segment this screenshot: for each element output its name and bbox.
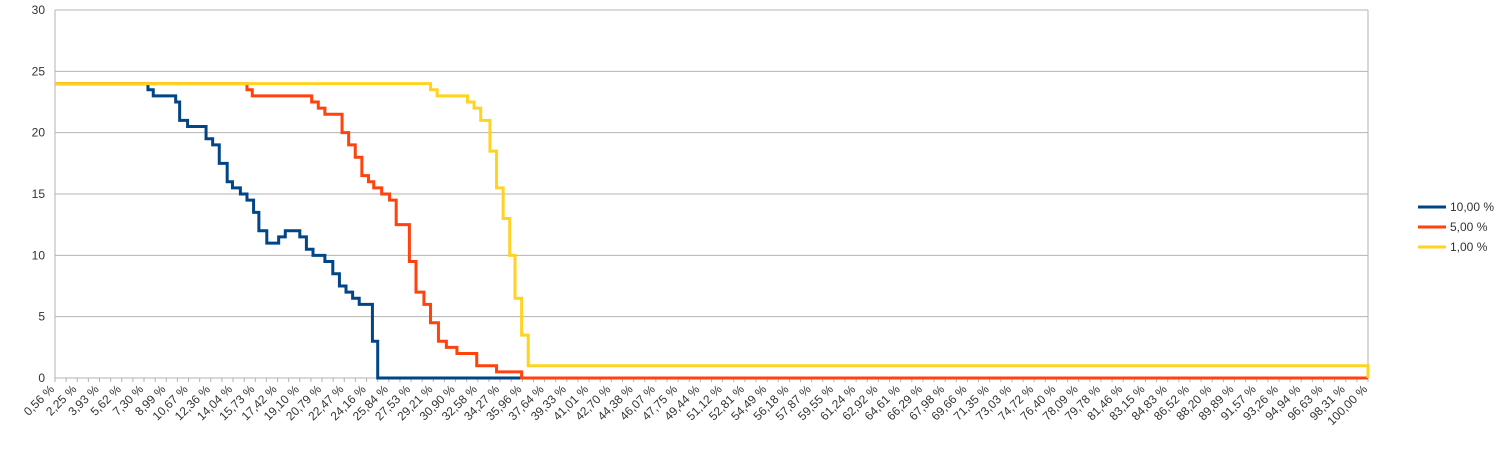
y-tick-label: 15 — [32, 187, 46, 201]
legend-label: 1,00 % — [1450, 240, 1488, 254]
y-tick-label: 10 — [32, 248, 46, 262]
x-axis: 0,56 %2,25 %3,93 %5,62 %7,30 %8,99 %10,6… — [21, 378, 1370, 428]
y-axis: 0 5 10 15 20 25 30 — [32, 3, 46, 385]
legend-label: 10,00 % — [1450, 200, 1494, 214]
y-tick-label: 30 — [32, 3, 46, 17]
y-tick-label: 5 — [38, 310, 45, 324]
y-tick-label: 20 — [32, 126, 46, 140]
legend: 10,00 % 5,00 % 1,00 % — [1418, 200, 1494, 254]
y-tick-label: 25 — [32, 64, 46, 78]
series-line-3 — [55, 82, 1370, 378]
series-lines — [55, 82, 1370, 380]
legend-label: 5,00 % — [1450, 220, 1488, 234]
series-line-1 — [55, 82, 1368, 380]
gridlines — [54, 9, 1369, 379]
series-line-2 — [55, 82, 1368, 380]
y-tick-label: 0 — [38, 371, 45, 385]
